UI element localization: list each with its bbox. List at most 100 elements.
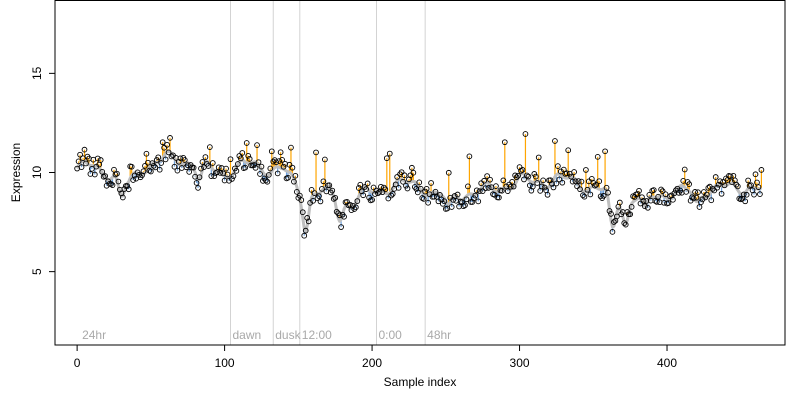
data-point [208, 173, 215, 179]
data-point [445, 169, 452, 176]
data-point [469, 199, 476, 205]
data-point [721, 182, 728, 189]
data-point [755, 184, 762, 190]
data-point [268, 148, 275, 155]
data-point [712, 174, 719, 180]
data-point [622, 221, 629, 228]
annotation-label: 12:00 [302, 328, 332, 342]
data-point [734, 183, 741, 190]
data-point [184, 162, 191, 169]
data-point [373, 187, 380, 194]
data-point [350, 202, 356, 209]
data-point [435, 198, 442, 205]
data-point [581, 193, 588, 200]
data-point [606, 208, 613, 214]
data-point [401, 172, 408, 179]
data-point [605, 189, 611, 196]
y-tick-label: 10 [30, 166, 44, 180]
data-point [559, 179, 566, 186]
data-point [642, 203, 648, 210]
data-point [298, 197, 305, 203]
x-tick-label: 400 [657, 356, 677, 370]
data-point [420, 196, 427, 202]
data-point [313, 149, 319, 156]
smoothed-trend-line [75, 149, 763, 233]
data-point [376, 189, 383, 195]
data-point [205, 163, 212, 169]
data-point [578, 178, 585, 185]
data-point [695, 189, 701, 196]
data-point [308, 187, 315, 193]
data-point [655, 193, 662, 200]
data-point [190, 164, 197, 171]
data-point [239, 150, 246, 156]
data-point [202, 154, 209, 160]
data-point [593, 181, 600, 188]
data-point [83, 160, 89, 167]
data-point [611, 219, 617, 225]
data-point [148, 168, 154, 175]
data-point [242, 164, 249, 171]
data-point [425, 199, 431, 206]
data-point [125, 186, 132, 193]
data-point [646, 191, 653, 198]
data-point [233, 168, 240, 174]
y-axis: 5 10 15 [30, 66, 56, 275]
data-point [575, 178, 582, 184]
data-point [257, 171, 263, 177]
data-point [481, 177, 488, 184]
data-point [708, 197, 715, 204]
data-point [255, 159, 262, 166]
data-point [414, 189, 421, 196]
data-point [448, 204, 455, 210]
data-point [597, 193, 604, 200]
data-point [621, 220, 628, 226]
annotation-lines [229, 0, 426, 345]
data-point [644, 204, 651, 211]
data-point [223, 165, 229, 172]
data-point [614, 213, 620, 220]
data-point [211, 173, 218, 179]
data-point [715, 181, 722, 188]
data-point [230, 173, 237, 179]
data-point [583, 167, 589, 173]
data-point [563, 170, 570, 177]
data-point [466, 153, 473, 160]
data-point [569, 178, 576, 185]
data-point [382, 186, 389, 193]
data-point [600, 193, 607, 199]
data-point [498, 187, 505, 194]
data-point [640, 198, 647, 204]
data-point [258, 163, 265, 170]
data-point [341, 213, 347, 220]
data-point [568, 173, 575, 180]
data-point [395, 184, 402, 191]
data-point [273, 159, 280, 166]
data-point [410, 169, 417, 176]
data-point [386, 150, 393, 157]
data-point [485, 184, 492, 191]
data-point [527, 182, 533, 189]
data-point [206, 144, 213, 150]
data-point [171, 163, 178, 170]
data-point [360, 192, 367, 199]
data-point [237, 155, 244, 162]
data-point [681, 166, 688, 173]
data-point [338, 224, 344, 230]
data-point [159, 139, 166, 146]
data-point [155, 154, 162, 161]
data-point [703, 191, 710, 198]
data-point [496, 194, 502, 201]
data-point [686, 181, 692, 187]
data-point [403, 182, 409, 189]
data-point [227, 156, 234, 163]
data-point [603, 184, 610, 191]
data-point [524, 172, 530, 179]
data-point [115, 178, 122, 185]
data-point [692, 189, 698, 195]
data-point [479, 188, 486, 194]
data-point [571, 169, 577, 175]
data-point [547, 177, 554, 184]
data-point [553, 180, 560, 187]
data-point [291, 178, 297, 185]
